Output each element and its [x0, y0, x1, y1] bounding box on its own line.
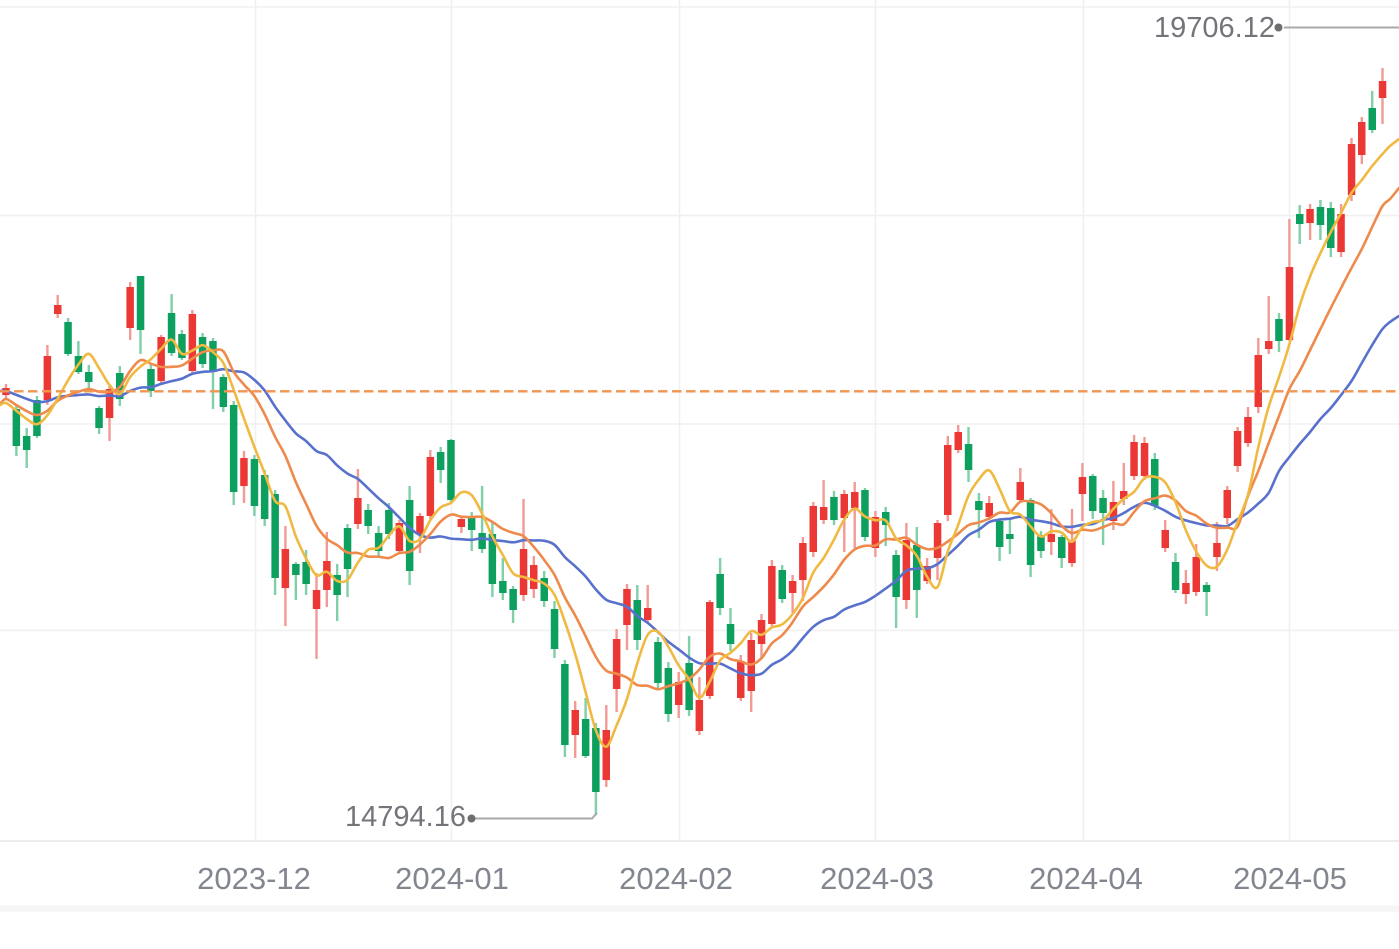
svg-text:2023-12: 2023-12	[197, 861, 311, 896]
svg-text:14794.16: 14794.16	[345, 801, 466, 833]
svg-text:19706.12: 19706.12	[1154, 12, 1275, 44]
svg-text:2024-05: 2024-05	[1233, 861, 1347, 896]
svg-text:2024-03: 2024-03	[820, 861, 934, 896]
svg-text:2024-04: 2024-04	[1029, 861, 1143, 896]
svg-text:2024-02: 2024-02	[619, 861, 733, 896]
svg-text:2024-01: 2024-01	[395, 861, 509, 896]
